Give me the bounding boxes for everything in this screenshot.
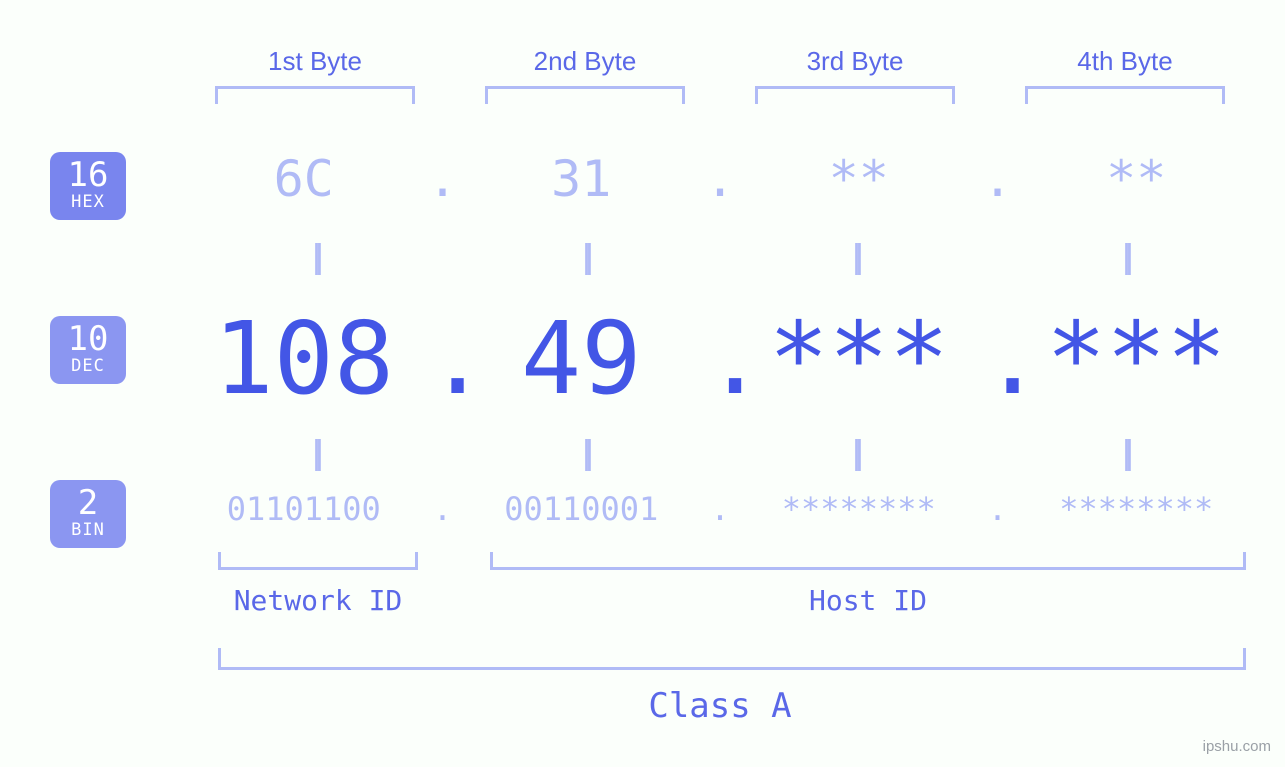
equals-icon: || (990, 434, 1260, 473)
equals-icon: || (990, 238, 1260, 277)
bin-byte-4: ******** (1013, 490, 1261, 528)
bracket-class (218, 648, 1246, 670)
badge-bin: 2 BIN (50, 480, 126, 548)
badge-bin-base: 2 (50, 486, 126, 520)
equals-icon: || (450, 238, 720, 277)
bracket-network-id (218, 552, 418, 570)
hex-byte-3: ** (735, 150, 983, 208)
row-bin: 01101100 . 00110001 . ******** . *******… (180, 490, 1260, 528)
bracket-byte-4 (1025, 86, 1225, 104)
equals-icon: || (180, 238, 450, 277)
bracket-byte-1 (215, 86, 415, 104)
equals-row-1: || || || || (180, 238, 1260, 277)
separator: . (983, 300, 1013, 417)
bracket-byte-3 (755, 86, 955, 104)
top-brackets (180, 86, 1260, 104)
row-hex: 6C . 31 . ** . ** (180, 150, 1260, 208)
separator: . (705, 490, 735, 528)
bracket-byte-2 (485, 86, 685, 104)
separator: . (983, 150, 1013, 208)
separator: . (983, 490, 1013, 528)
dec-byte-4: *** (1013, 300, 1261, 417)
byte-headers: 1st Byte 2nd Byte 3rd Byte 4th Byte (180, 46, 1260, 77)
label-host-id: Host ID (490, 584, 1246, 617)
badge-hex-label: HEX (50, 192, 126, 212)
equals-icon: || (720, 238, 990, 277)
badge-dec-base: 10 (50, 322, 126, 356)
separator: . (428, 300, 458, 417)
dec-byte-2: 49 (458, 300, 706, 417)
dec-byte-3: *** (735, 300, 983, 417)
badge-hex: 16 HEX (50, 152, 126, 220)
equals-row-2: || || || || (180, 434, 1260, 473)
row-dec: 108 . 49 . *** . *** (180, 300, 1260, 417)
equals-icon: || (180, 434, 450, 473)
separator: . (428, 490, 458, 528)
badge-dec-label: DEC (50, 356, 126, 376)
id-brackets (180, 552, 1260, 572)
separator: . (705, 150, 735, 208)
bin-byte-2: 00110001 (458, 490, 706, 528)
hex-byte-1: 6C (180, 150, 428, 208)
header-byte-4: 4th Byte (990, 46, 1260, 77)
header-byte-2: 2nd Byte (450, 46, 720, 77)
separator: . (705, 300, 735, 417)
badge-bin-label: BIN (50, 520, 126, 540)
badge-dec: 10 DEC (50, 316, 126, 384)
header-byte-1: 1st Byte (180, 46, 450, 77)
hex-byte-2: 31 (458, 150, 706, 208)
equals-icon: || (450, 434, 720, 473)
bin-byte-3: ******** (735, 490, 983, 528)
badge-hex-base: 16 (50, 158, 126, 192)
label-class: Class A (180, 686, 1260, 726)
equals-icon: || (720, 434, 990, 473)
hex-byte-4: ** (1013, 150, 1261, 208)
dec-byte-1: 108 (180, 300, 428, 417)
separator: . (428, 150, 458, 208)
header-byte-3: 3rd Byte (720, 46, 990, 77)
label-network-id: Network ID (218, 584, 418, 617)
watermark: ipshu.com (1203, 738, 1271, 755)
bracket-host-id (490, 552, 1246, 570)
bin-byte-1: 01101100 (180, 490, 428, 528)
